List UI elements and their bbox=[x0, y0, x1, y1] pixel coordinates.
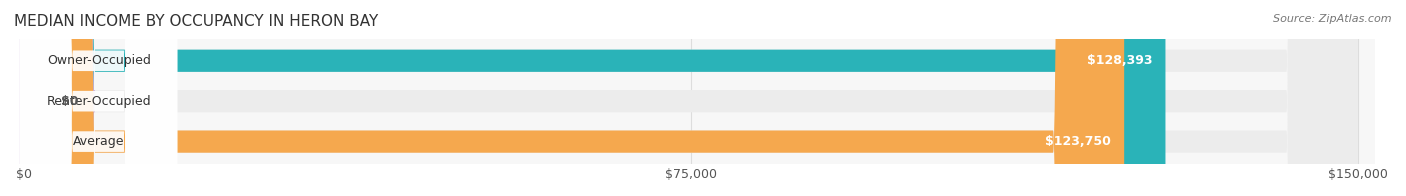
Text: Renter-Occupied: Renter-Occupied bbox=[46, 95, 150, 108]
Text: $0: $0 bbox=[62, 95, 79, 108]
FancyBboxPatch shape bbox=[24, 0, 1125, 196]
FancyBboxPatch shape bbox=[24, 0, 1358, 196]
Text: MEDIAN INCOME BY OCCUPANCY IN HERON BAY: MEDIAN INCOME BY OCCUPANCY IN HERON BAY bbox=[14, 14, 378, 29]
FancyBboxPatch shape bbox=[20, 0, 177, 196]
FancyBboxPatch shape bbox=[0, 0, 96, 196]
FancyBboxPatch shape bbox=[24, 0, 1166, 196]
FancyBboxPatch shape bbox=[20, 0, 177, 196]
Text: Average: Average bbox=[73, 135, 125, 148]
Text: Owner-Occupied: Owner-Occupied bbox=[46, 54, 150, 67]
Text: $123,750: $123,750 bbox=[1045, 135, 1111, 148]
FancyBboxPatch shape bbox=[24, 0, 1358, 196]
Text: $128,393: $128,393 bbox=[1087, 54, 1152, 67]
FancyBboxPatch shape bbox=[24, 0, 1358, 196]
Text: Source: ZipAtlas.com: Source: ZipAtlas.com bbox=[1274, 14, 1392, 24]
FancyBboxPatch shape bbox=[20, 0, 177, 196]
